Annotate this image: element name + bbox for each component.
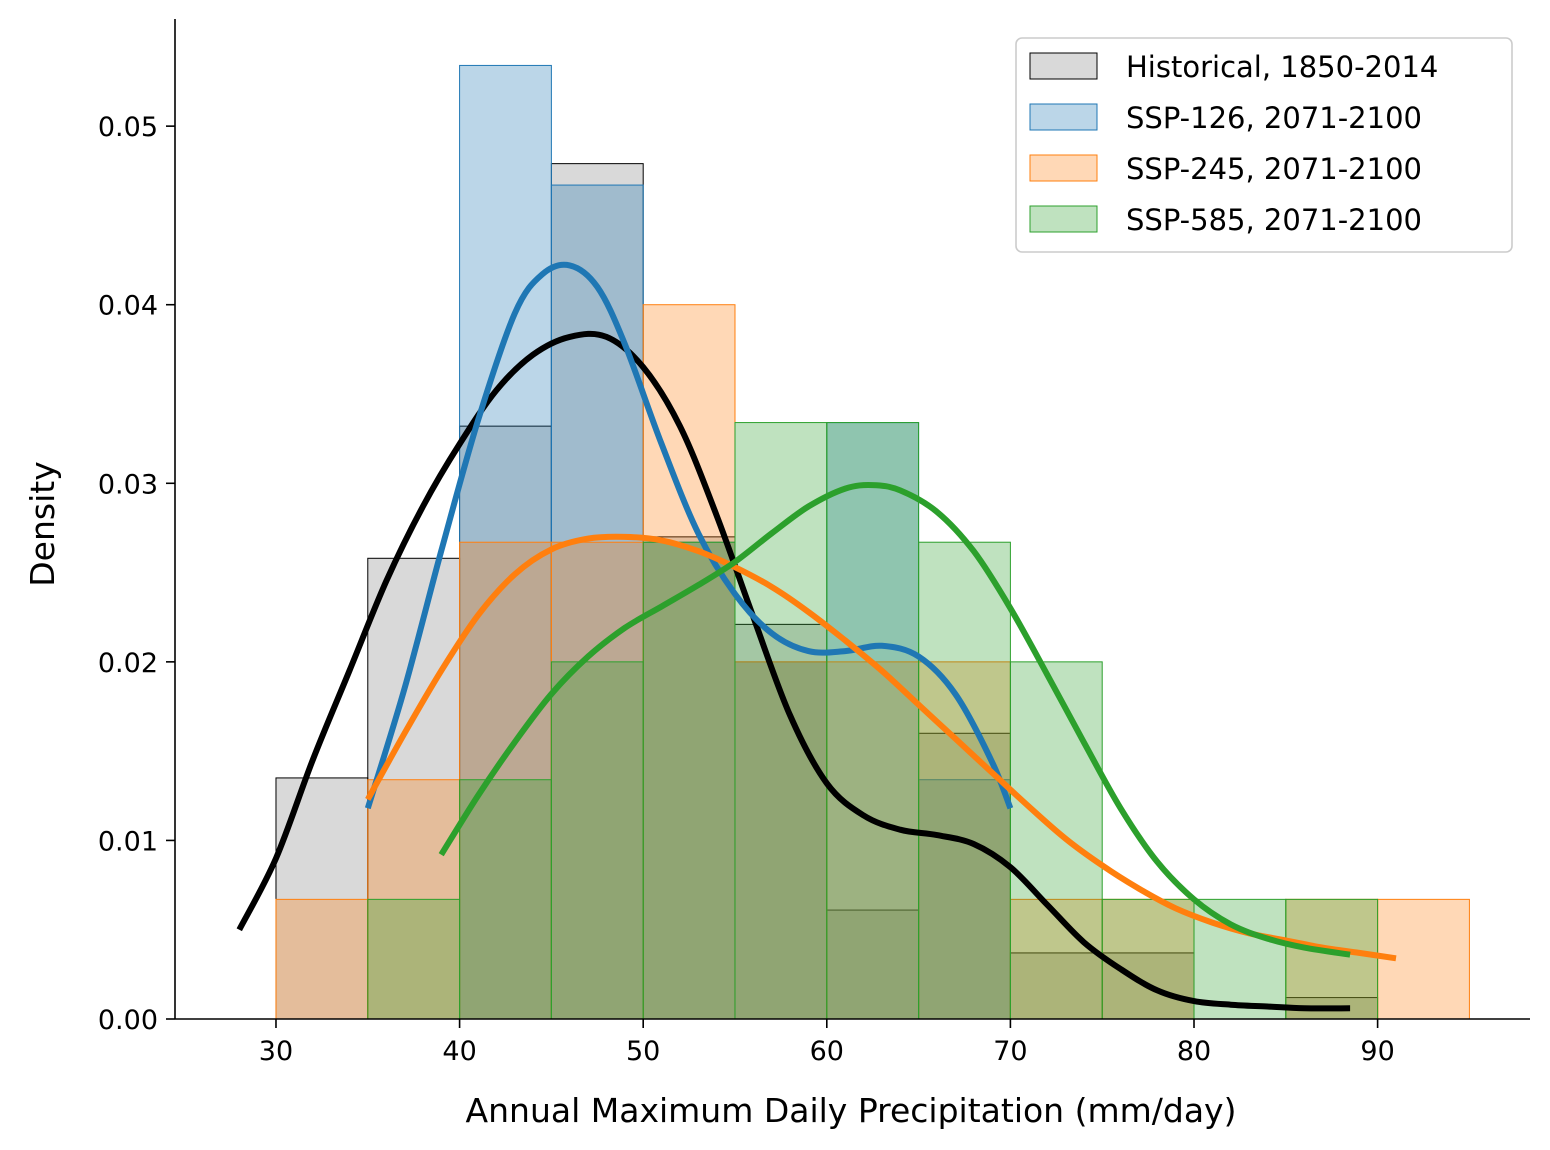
y-axis-title: Density bbox=[23, 461, 62, 586]
bar-series-3-bin-4 bbox=[734, 422, 828, 1020]
x-tick-label: 80 bbox=[1177, 1036, 1211, 1067]
legend-swatch-series-3 bbox=[1029, 205, 1098, 233]
legend-swatch-series-0 bbox=[1029, 52, 1098, 80]
kde-line-series-1 bbox=[364, 261, 1014, 810]
bar-series-3-bin-1 bbox=[459, 779, 552, 1020]
bar-series-1-bin-3 bbox=[734, 661, 828, 1020]
kde-curves bbox=[236, 261, 1397, 1012]
legend-label-series-2: SSP-245, 2071-2100 bbox=[1126, 152, 1422, 186]
bar-series-3-bin-3 bbox=[642, 541, 736, 1020]
kde-line-series-3 bbox=[438, 482, 1351, 958]
bar-series-2-bin-4 bbox=[642, 304, 736, 1020]
bar-series-0-bin-2 bbox=[459, 425, 552, 1020]
bar-series-3-bin-6 bbox=[918, 541, 1011, 1020]
legend: Historical, 1850-2014 SSP-126, 2071-2100 S… bbox=[1015, 37, 1513, 253]
legend-frame bbox=[1015, 37, 1513, 253]
y-tick-label: 0.01 bbox=[98, 826, 158, 857]
legend-label-series-3: SSP-585, 2071-2100 bbox=[1126, 203, 1422, 237]
bar-series-3-bin-5 bbox=[826, 422, 920, 1020]
bar-series-1-bin-5 bbox=[918, 779, 1011, 1020]
x-tick-label: 60 bbox=[810, 1036, 844, 1067]
bar-series-2-bin-0 bbox=[275, 898, 369, 1020]
legend-label-series-1: SSP-126, 2071-2100 bbox=[1126, 101, 1422, 135]
bar-series-2-bin-5 bbox=[734, 661, 828, 1020]
x-axis-ticks: 30 40 50 60 70 80 90 bbox=[259, 1019, 1395, 1067]
y-tick-label: 0.00 bbox=[98, 1005, 158, 1036]
bar-series-2-bin-3 bbox=[550, 541, 644, 1020]
bar-series-0-bin-4 bbox=[642, 536, 736, 1020]
bar-series-1-bin-2 bbox=[642, 541, 736, 1020]
y-tick-label: 0.03 bbox=[98, 469, 158, 500]
x-axis-title: Annual Maximum Daily Precipitation (mm/d… bbox=[466, 1091, 1237, 1130]
y-axis-ticks: 0.00 0.01 0.02 0.03 0.04 0.05 bbox=[98, 112, 175, 1036]
axes: 30 40 50 60 70 80 90 0.00 0.01 0.02 0.03 0.04 0.05 bbox=[98, 19, 1530, 1067]
bar-series-2-bin-6 bbox=[826, 661, 920, 1020]
y-tick-label: 0.04 bbox=[98, 291, 158, 322]
bar-series-2-bin-8 bbox=[1009, 898, 1103, 1020]
bar-series-3-bin-7 bbox=[1009, 661, 1103, 1020]
bar-series-3-bin-2 bbox=[550, 661, 644, 1020]
kde-line-series-0 bbox=[236, 330, 1351, 1012]
bar-series-1-bin-1 bbox=[550, 184, 644, 1020]
x-tick-label: 50 bbox=[626, 1036, 660, 1067]
bar-series-0-bin-3 bbox=[550, 163, 644, 1020]
legend-swatch-series-2 bbox=[1029, 154, 1098, 182]
x-tick-label: 30 bbox=[259, 1036, 293, 1067]
y-tick-label: 0.02 bbox=[98, 648, 158, 679]
bar-series-3-bin-0 bbox=[367, 898, 461, 1020]
kde-line-series-2 bbox=[365, 533, 1397, 962]
legend-label-series-0: Historical, 1850-2014 bbox=[1126, 50, 1438, 84]
bar-series-0-bin-1 bbox=[367, 557, 461, 1020]
x-tick-label: 90 bbox=[1360, 1036, 1394, 1067]
bar-series-1-bin-4 bbox=[826, 422, 920, 1020]
y-tick-label: 0.05 bbox=[98, 112, 158, 143]
bar-series-0-bin-7 bbox=[918, 732, 1011, 1020]
x-tick-label: 40 bbox=[442, 1036, 476, 1067]
legend-swatch-series-1 bbox=[1029, 103, 1098, 131]
x-tick-label: 70 bbox=[993, 1036, 1027, 1067]
bar-series-3-bin-10 bbox=[1285, 898, 1379, 1020]
